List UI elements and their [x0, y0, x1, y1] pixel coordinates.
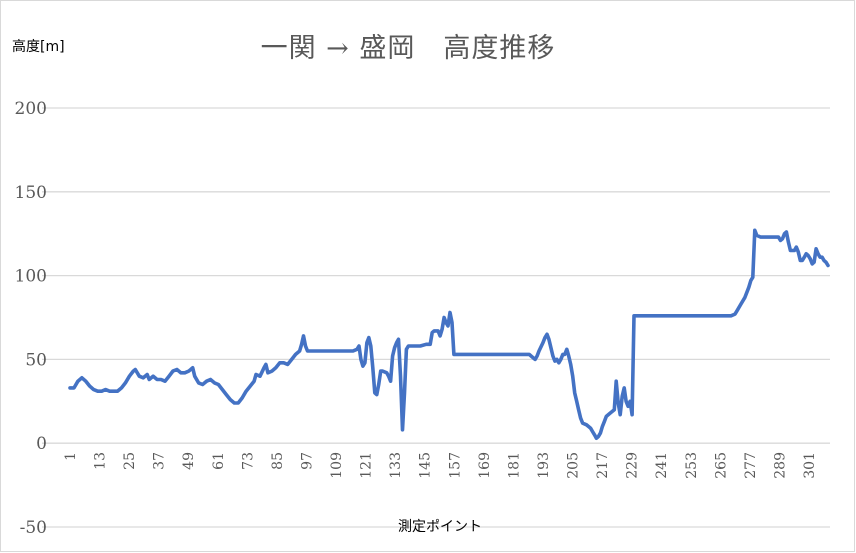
x-tick-label: 253	[684, 452, 700, 479]
x-tick-label: 301	[802, 452, 818, 479]
y-tick-label: 100	[15, 267, 47, 287]
x-tick-label: 133	[388, 452, 404, 479]
x-tick-label: 205	[566, 452, 582, 479]
x-tick-label: 25	[122, 452, 138, 470]
y-tick-label: 50	[25, 350, 47, 370]
x-tick-label: 241	[654, 452, 670, 479]
y-tick-label: 200	[15, 99, 47, 119]
x-tick-label: 181	[506, 452, 522, 479]
x-tick-label: 61	[211, 452, 227, 470]
x-tick-label: 193	[536, 452, 552, 479]
x-tick-label: 109	[329, 452, 345, 479]
y-tick-label: -50	[20, 518, 47, 538]
x-tick-label: 37	[152, 452, 168, 470]
x-tick-label: 121	[359, 452, 375, 479]
x-tick-label: 289	[772, 452, 788, 479]
x-tick-label: 85	[270, 452, 286, 470]
y-axis-label: 高度[m]	[12, 39, 65, 55]
x-tick-label: 169	[477, 452, 493, 479]
x-tick-label: 97	[299, 452, 315, 470]
x-tick-label: 229	[625, 452, 641, 479]
x-tick-label: 277	[743, 452, 759, 479]
x-tick-label: 13	[93, 452, 109, 470]
x-tick-label: 145	[418, 452, 434, 479]
chart-title-text: 一関 → 盛岡 高度推移	[260, 33, 556, 64]
x-tick-label: 1	[63, 452, 79, 461]
x-axis-label: 測定ポイント	[398, 519, 482, 535]
x-tick-label: 217	[595, 452, 611, 479]
x-tick-label: 265	[713, 452, 729, 479]
chart-title: 一関 → 盛岡 高度推移	[0, 26, 856, 65]
y-tick-label: 150	[15, 183, 47, 203]
x-tick-label: 49	[181, 452, 197, 470]
altitude-line	[68, 228, 830, 441]
x-tick-label: 73	[240, 452, 256, 470]
x-tick-label: 157	[447, 452, 463, 479]
y-tick-label: 0	[36, 434, 47, 454]
